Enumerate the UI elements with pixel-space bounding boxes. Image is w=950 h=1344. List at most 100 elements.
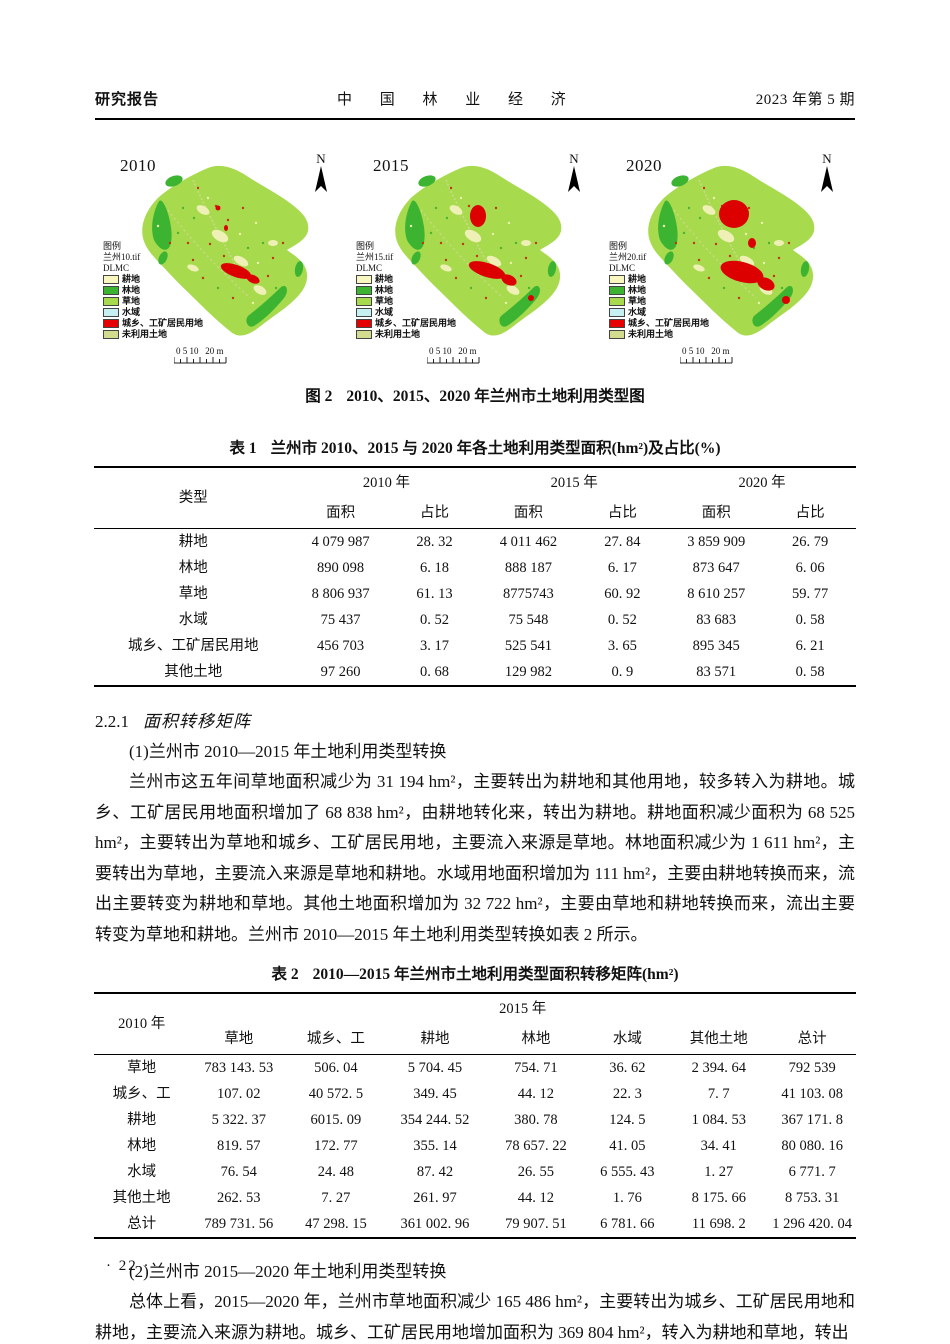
legend-swatch-icon [609, 297, 625, 306]
scale-ruler-icon [426, 357, 480, 364]
land-use-map-2020 [604, 148, 857, 372]
legend-file-label: 兰州10.tif [103, 252, 141, 262]
legend-item: 城乡、工矿居民用地 [609, 318, 709, 329]
figure-caption: 图 2 2010、2015、2020 年兰州市土地利用类型图 [0, 384, 950, 406]
table-cell: 59. 77 [792, 586, 829, 602]
table2-caption: 表 2 2010—2015 年兰州市土地利用类型面积转移矩阵(hm²) [0, 962, 950, 984]
legend-title: 图例 [356, 241, 375, 251]
table2-col-water: 水域 [585, 1024, 670, 1055]
legend-item: 水域 [356, 307, 456, 318]
row-label: 水域 [127, 1164, 157, 1180]
scale-text: 0 5 10 20 m [176, 346, 224, 356]
table1-land-use-area: 类型 2010 年 2015 年 2020 年 面积 占比 面积 占比 面积 占… [94, 466, 856, 687]
legend-title: 图例 [103, 241, 122, 251]
legend-label: 草地 [122, 296, 141, 306]
legend-label: 未利用土地 [628, 329, 674, 339]
table-cell: 792 539 [788, 1060, 836, 1076]
row-label: 林地 [178, 560, 208, 576]
table1-caption-number: 表 1 [229, 440, 257, 457]
legend-swatch-icon [609, 319, 625, 328]
table-cell: 8 806 937 [311, 586, 370, 602]
legend-item: 耕地 [103, 274, 203, 285]
table-row: 其他土地 97 260 0. 68 129 982 0. 9 83 571 0. 58 [94, 659, 856, 686]
land-use-map-2015 [351, 148, 604, 372]
table-cell: 890 098 [317, 560, 365, 576]
table2-span-header: 2015 年 [499, 1001, 547, 1017]
table-cell: 8 175. 66 [691, 1190, 746, 1206]
legend-file-label: 兰州20.tif [609, 252, 647, 262]
table-cell: 5 704. 45 [407, 1060, 463, 1076]
table-cell: 3 859 909 [687, 534, 746, 550]
table-cell: 525 541 [504, 638, 552, 654]
figure-caption-text: 2010、2015、2020 年兰州市土地利用类型图 [346, 388, 645, 405]
table-row: 其他土地 262. 53 7. 27 261. 97 44. 12 1. 76 8 175.… [94, 1185, 856, 1211]
table-cell: 3. 65 [607, 638, 637, 654]
legend-label: 草地 [375, 296, 394, 306]
table-cell: 61. 13 [416, 586, 453, 602]
table2-col-total: 总计 [768, 1024, 856, 1055]
legend-swatch-icon [356, 330, 372, 339]
legend-label: 耕地 [122, 274, 141, 284]
table-cell: 2 394. 64 [691, 1060, 746, 1076]
table2-col-grass: 草地 [189, 1024, 289, 1055]
table-cell: 783 143. 53 [204, 1060, 274, 1076]
map-panel-2020: 2020 N 图例 兰州20.tif DLMC 耕地 林地 草地 水域 城乡、工矿居民用… [604, 148, 857, 372]
legend-item: 城乡、工矿居民用地 [356, 318, 456, 329]
table-cell: 8775743 [503, 586, 554, 602]
table2-caption-number: 表 2 [271, 966, 299, 983]
map-legend: 图例 兰州15.tif DLMC 耕地 林地 草地 水域 城乡、工矿居民用地 未利用土地 [356, 241, 456, 340]
legend-swatch-icon [103, 297, 119, 306]
table1-subheader-share: 占比 [388, 498, 481, 529]
table-cell: 0. 68 [420, 664, 450, 680]
table-row: 城乡、工 107. 02 40 572. 5 349. 45 44. 12 22. 3 7.… [94, 1081, 856, 1107]
table1-subheader-share: 占比 [576, 498, 669, 529]
table-cell: 355. 14 [413, 1138, 457, 1154]
table-cell: 7. 7 [707, 1086, 730, 1102]
legend-label: 耕地 [375, 274, 394, 284]
issue-label: 2023 年第 5 期 [755, 92, 855, 108]
legend-item: 水域 [103, 307, 203, 318]
subsection-1-heading: (1)兰州市 2010—2015 年土地利用类型转换 [129, 742, 447, 761]
table1-group-2015: 2015 年 [550, 475, 598, 491]
table2-caption-text: 2010—2015 年兰州市土地利用类型面积转移矩阵(hm²) [312, 966, 679, 983]
row-label: 耕地 [127, 1112, 157, 1128]
table-cell: 34. 41 [700, 1138, 737, 1154]
table2-transfer-matrix: 2010 年 2015 年 草地 城乡、工 耕地 林地 水域 其他土地 总计 草… [94, 992, 856, 1239]
page-header: 研究报告 中 国 林 业 经 济 2023 年第 5 期 [95, 88, 855, 120]
map-legend: 图例 兰州10.tif DLMC 耕地 林地 草地 水域 城乡、工矿居民用地 未利用土地 [103, 241, 203, 340]
table-cell: 8 610 257 [687, 586, 746, 602]
table-cell: 6015. 09 [310, 1112, 362, 1128]
table-cell: 6. 17 [607, 560, 637, 576]
table-row: 草地 783 143. 53 506. 04 5 704. 45 754. 71 36. … [94, 1055, 856, 1082]
table-cell: 1. 27 [704, 1164, 734, 1180]
legend-dataset-label: DLMC [609, 263, 636, 273]
table-cell: 28. 32 [416, 534, 453, 550]
row-label: 林地 [127, 1138, 157, 1154]
legend-label: 林地 [628, 285, 647, 295]
row-label: 草地 [178, 586, 208, 602]
table-cell: 0. 9 [611, 664, 634, 680]
legend-label: 耕地 [628, 274, 647, 284]
legend-swatch-icon [103, 275, 119, 284]
page-number: · 22 · [106, 1258, 151, 1274]
map-year-label: 2010 [120, 156, 156, 175]
table-cell: 60. 92 [604, 586, 641, 602]
north-arrow: N [313, 152, 329, 198]
table-cell: 354 244. 52 [400, 1112, 470, 1128]
table-cell: 124. 5 [609, 1112, 646, 1128]
legend-file-label: 兰州15.tif [356, 252, 394, 262]
table-cell: 44. 12 [517, 1190, 555, 1206]
legend-item: 耕地 [609, 274, 709, 285]
map-year-label: 2020 [626, 156, 662, 175]
header-section-label: 研究报告 [95, 92, 160, 108]
scale-ruler-icon [679, 357, 733, 364]
legend-item: 未利用土地 [103, 329, 203, 340]
table-row: 林地 819. 57 172. 77 355. 14 78 657. 22 41. 05 3… [94, 1133, 856, 1159]
table1-subheader-area: 面积 [668, 498, 765, 529]
table-cell: 79 907. 51 [505, 1216, 567, 1232]
north-arrow: N [566, 152, 582, 198]
north-label: N [822, 151, 832, 166]
table2-col-urban: 城乡、工 [288, 1024, 384, 1055]
table-cell: 40 572. 5 [308, 1086, 364, 1102]
